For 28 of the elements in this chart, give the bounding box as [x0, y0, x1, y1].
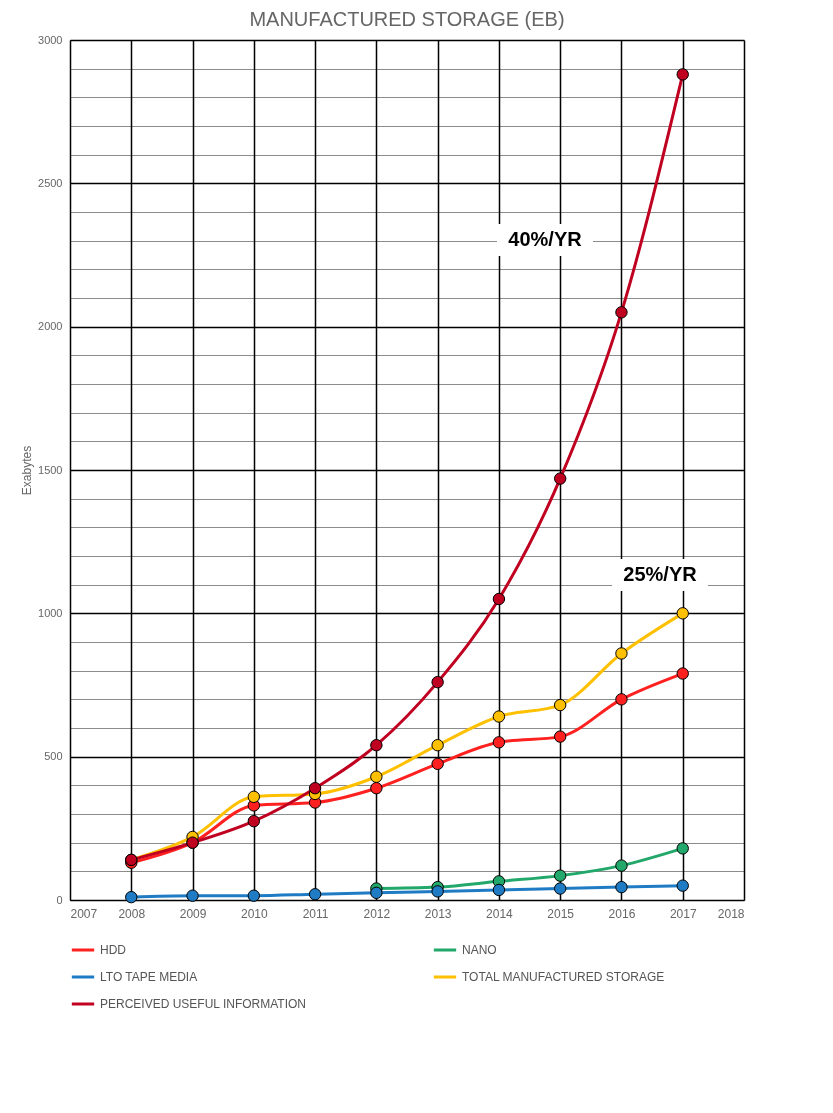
x-tick-label: 2017 [669, 906, 697, 921]
y-axis-title: Exabytes [20, 445, 35, 496]
x-tick-label: 2014 [486, 906, 514, 921]
annotation: 40%/YR [508, 228, 583, 250]
x-tick-label: 2009 [179, 906, 207, 921]
legend-label: NANO [462, 943, 497, 957]
annotation: 25%/YR [623, 563, 698, 585]
x-tick-label: 2012 [363, 906, 391, 921]
y-tick-label: 500 [44, 750, 63, 763]
legend-label: TOTAL MANUFACTURED STORAGE [462, 970, 665, 984]
y-tick-label: 2000 [38, 320, 63, 333]
y-tick-label: 3000 [38, 33, 63, 46]
x-tick-label: 2013 [424, 906, 452, 921]
y-tick-label: 1500 [38, 463, 63, 476]
chart-title: MANUFACTURED STORAGE (EB) [249, 8, 565, 30]
x-tick-label: 2015 [547, 906, 575, 921]
x-tick-label: 2018 [717, 906, 745, 921]
y-tick-label: 2500 [38, 176, 63, 189]
y-tick-label: 0 [56, 893, 63, 906]
y-tick-label: 1000 [38, 606, 63, 619]
x-tick-label: 2016 [608, 906, 636, 921]
legend-label: PERCEIVED USEFUL INFORMATION [100, 997, 307, 1011]
x-tick-label: 2011 [302, 906, 329, 921]
x-tick-label: 2007 [70, 906, 98, 921]
legend-label: LTO TAPE MEDIA [100, 970, 198, 984]
x-tick-label: 2010 [240, 906, 268, 921]
x-tick-label: 2008 [118, 906, 146, 921]
legend-label: HDD [100, 943, 127, 957]
